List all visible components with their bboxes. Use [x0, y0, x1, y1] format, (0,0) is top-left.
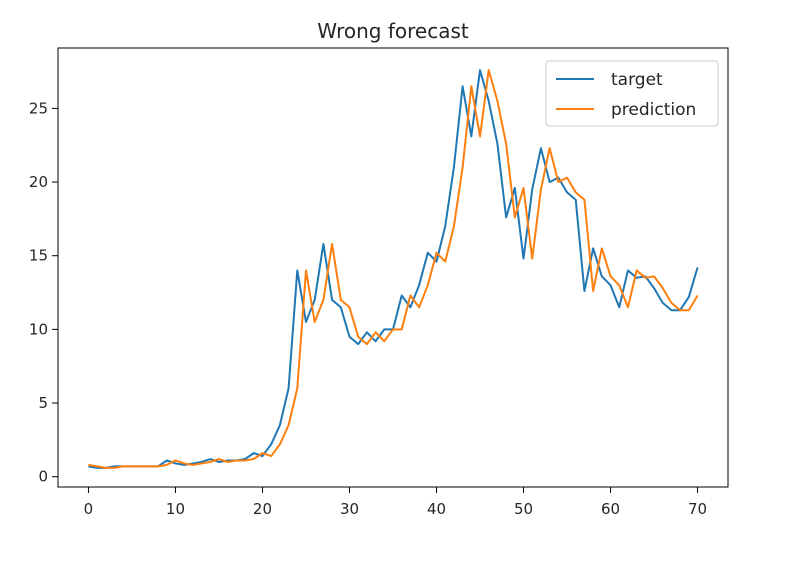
y-tick-label: 0	[38, 468, 48, 486]
legend-label-target: target	[611, 70, 663, 90]
series-layer	[88, 69, 699, 469]
y-tick-label: 20	[29, 173, 48, 191]
x-tick-label: 20	[253, 500, 272, 518]
x-tick-label: 60	[601, 500, 620, 518]
y-tick-label: 5	[38, 394, 48, 412]
x-tick-label: 10	[166, 500, 185, 518]
chart-title: Wrong forecast	[317, 19, 469, 43]
x-axis: 0 10 20 30 40 50 60 70	[84, 487, 707, 518]
x-tick-label: 70	[688, 500, 707, 518]
legend-label-prediction: prediction	[611, 100, 696, 120]
x-tick-label: 50	[514, 500, 533, 518]
legend: target prediction	[545, 60, 719, 127]
x-tick-label: 40	[427, 500, 446, 518]
x-tick-label: 30	[340, 500, 359, 518]
y-tick-label: 15	[29, 247, 48, 265]
y-tick-label: 10	[29, 320, 48, 338]
y-axis: 0 5 10 15 20 25	[29, 99, 58, 486]
series-line-prediction	[88, 69, 699, 469]
x-tick-label: 0	[84, 500, 94, 518]
y-tick-label: 25	[29, 99, 48, 117]
